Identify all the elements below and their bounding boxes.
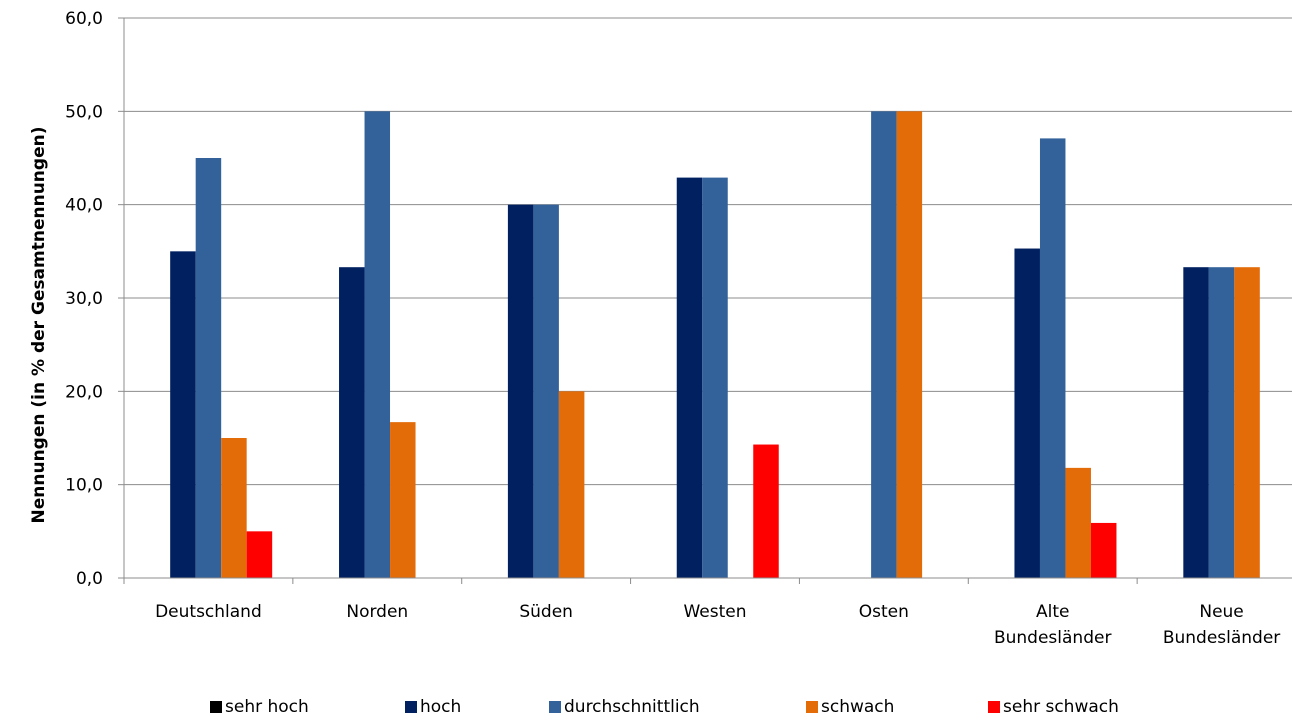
bar [676,177,703,578]
x-tick-label: Alte [1036,602,1069,622]
legend-item: durchschnittlich [549,697,700,717]
bar [1065,467,1091,578]
x-tick-label: Westen [683,602,746,622]
bar [364,111,391,578]
bar [195,158,222,578]
bar [871,111,897,578]
legend-label: hoch [420,697,462,717]
bar [1208,267,1235,578]
x-tick-label: Bundesländer [994,628,1111,648]
bar [507,204,534,578]
bar [533,204,559,578]
legend-label: durchschnittlich [564,697,700,717]
bar [339,267,365,578]
x-tick-label: Neue [1199,602,1243,622]
legend: sehr hoch hoch durchschnittlich schwach sehr… [0,697,1292,721]
legend-swatch [549,701,561,713]
y-tick-label: 40,0 [65,196,103,216]
x-tick-label: Bundesländer [1163,628,1280,648]
bar [1234,267,1260,578]
bar [1183,267,1209,578]
y-tick-label: 0,0 [76,569,103,589]
legend-label: sehr schwach [1003,697,1119,717]
bar [702,177,728,578]
y-tick-label: 20,0 [65,382,103,402]
y-tick-label: 30,0 [65,289,103,309]
legend-item: schwach [806,697,894,717]
legend-item: hoch [405,697,461,717]
legend-swatch [405,701,417,713]
x-axis-ticks: Deutschland Norden Süden Westen Osten Alte Bun… [123,578,1280,648]
x-tick-label: Deutschland [155,602,262,622]
bar [1014,248,1040,579]
bar [558,391,585,578]
legend-item: sehr hoch [210,697,309,717]
y-tick-label: 10,0 [65,476,103,496]
x-tick-label: Süden [519,602,573,622]
axes [123,18,1292,579]
bar [246,531,273,578]
bar [170,251,196,579]
bars [170,111,1260,579]
legend-label: schwach [821,697,895,717]
bar [1090,522,1117,578]
y-axis-ticks: 0,0 10,0 20,0 30,0 40,0 50,0 60,0 [65,9,124,589]
y-tick-label: 60,0 [65,9,103,29]
bar [1039,138,1066,578]
y-axis-label: Nennungen (in % der Gesamtnennungen) [29,127,49,524]
legend-item: sehr schwach [988,697,1119,717]
legend-label: sehr hoch [225,697,309,717]
y-tick-label: 50,0 [65,102,103,122]
bar [390,422,416,578]
bar [753,444,779,578]
legend-swatch [988,701,1000,713]
x-tick-label: Osten [859,602,909,622]
bar [896,111,923,578]
bar [221,438,247,578]
x-tick-label: Norden [346,602,408,622]
legend-swatch [806,701,818,713]
legend-swatch [210,701,222,713]
